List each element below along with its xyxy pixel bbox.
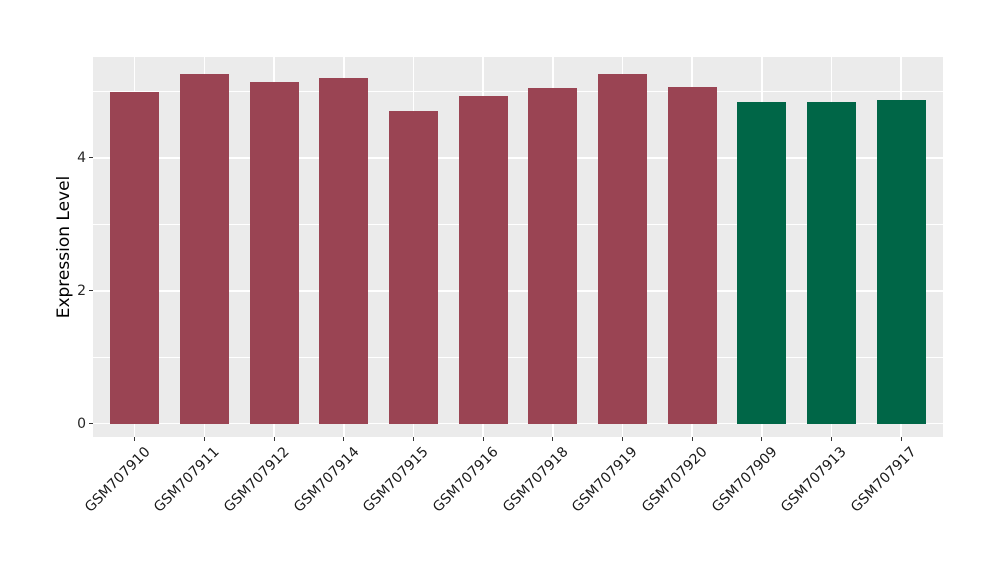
y-tick-mark	[89, 290, 93, 292]
x-tick-mark	[482, 437, 484, 441]
x-tick-mark	[761, 437, 763, 441]
gridline-major-horizontal	[93, 290, 943, 292]
x-tick-mark	[412, 437, 414, 441]
x-tick-mark	[552, 437, 554, 441]
bar	[458, 95, 508, 424]
y-tick-mark	[89, 157, 93, 159]
bar	[249, 82, 299, 424]
gridline-minor-horizontal	[93, 356, 943, 358]
x-axis-tick-label: GSM707911	[151, 444, 223, 516]
bar	[110, 91, 160, 424]
gridline-major-horizontal	[93, 423, 943, 425]
bar	[528, 87, 578, 424]
x-axis-tick-label: GSM707915	[360, 444, 432, 516]
x-tick-mark	[622, 437, 623, 441]
x-axis-tick-label: GSM707912	[220, 444, 293, 516]
bar	[180, 73, 229, 424]
bar	[876, 99, 926, 424]
x-axis-tick-label: GSM707909	[708, 444, 781, 516]
x-axis-tick-label: GSM707910	[81, 444, 154, 516]
plot-panel	[93, 57, 943, 437]
x-axis-tick-label: GSM707919	[569, 444, 641, 516]
y-axis-tick-label: 4	[77, 149, 86, 166]
x-tick-mark	[900, 437, 902, 441]
x-tick-mark	[273, 437, 275, 441]
x-axis-tick-label: GSM707914	[290, 444, 363, 516]
x-tick-mark	[134, 437, 136, 441]
y-tick-mark	[89, 423, 93, 425]
gridline-minor-horizontal	[93, 224, 943, 225]
bar	[807, 102, 856, 424]
bar	[598, 73, 647, 424]
x-axis-tick-label: GSM707913	[778, 444, 850, 516]
x-tick-mark	[343, 437, 345, 441]
gridline-minor-horizontal	[93, 91, 943, 92]
x-axis-tick-label: GSM707920	[638, 444, 711, 516]
bar	[667, 86, 717, 424]
x-tick-mark	[831, 437, 833, 441]
bar	[737, 102, 787, 424]
x-axis-tick-label: GSM707917	[847, 444, 920, 516]
gridline-major-horizontal	[93, 157, 943, 159]
bar	[319, 78, 369, 424]
x-tick-mark	[203, 437, 205, 441]
x-tick-mark	[691, 437, 693, 441]
x-axis-tick-label: GSM707916	[429, 444, 502, 516]
bar	[389, 110, 438, 424]
x-axis-tick-label: GSM707918	[499, 444, 572, 516]
y-axis-tick-label: 2	[77, 282, 86, 299]
y-axis-tick-label: 0	[77, 415, 86, 432]
